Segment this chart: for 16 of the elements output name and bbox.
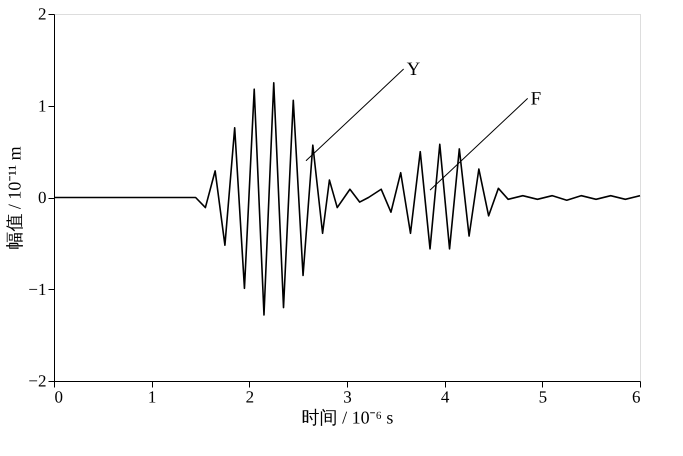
x-axis-title: 时间 / 10⁻⁶ s [302,408,394,428]
x-tick-label: 2 [246,388,254,406]
annotation: Y [406,59,421,80]
y-tick-label: −2 [28,372,46,390]
y-tick-label: −1 [28,280,46,299]
y-tick-label: 0 [38,188,46,207]
x-tick-label: 5 [538,388,548,406]
annotation: F [530,88,542,110]
x-tick-label: 0 [54,388,63,406]
x-tick-label: 3 [343,388,352,406]
x-tick-label: 4 [440,388,450,406]
x-tick-label: 6 [632,388,640,406]
x-tick-label: 1 [148,388,156,406]
y-tick-label: 2 [38,4,46,24]
y-axis-title: 幅值 / 10⁻¹¹ m [4,146,24,250]
y-tick-label: 1 [38,96,46,116]
